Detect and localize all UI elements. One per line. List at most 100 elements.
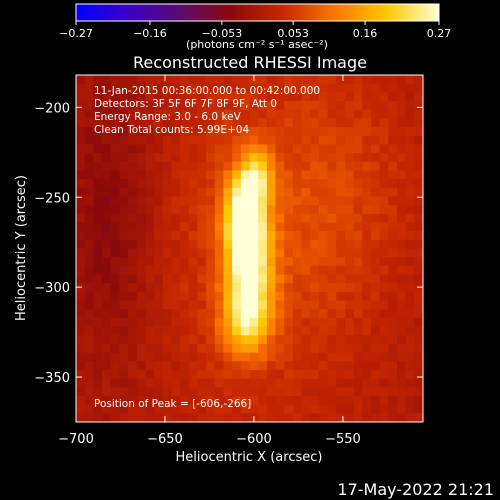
heatmap-cell <box>180 196 190 206</box>
heatmap-cell <box>336 274 346 284</box>
heatmap-cell <box>110 326 120 336</box>
heatmap-cell <box>197 369 207 380</box>
heatmap-cell <box>318 413 329 422</box>
heatmap-cell <box>154 231 164 241</box>
heatmap-cell <box>379 291 389 302</box>
heatmap-cell <box>275 109 285 119</box>
heatmap-cell <box>405 317 415 328</box>
heatmap-cell <box>232 83 242 93</box>
heatmap-cell <box>145 395 155 406</box>
heatmap-cell <box>84 378 94 388</box>
heatmap-cell <box>405 161 415 172</box>
heatmap-cell <box>249 92 259 102</box>
heatmap-cell <box>292 309 303 319</box>
heatmap-cell <box>154 274 164 284</box>
heatmap-cell <box>396 205 407 215</box>
heatmap-cell <box>414 326 423 336</box>
heatmap-cell <box>76 231 86 241</box>
heatmap-cell <box>128 317 138 328</box>
heatmap-cell <box>318 274 329 284</box>
heatmap-cell <box>76 127 86 137</box>
heatmap-cell <box>414 161 423 172</box>
heatmap-cell <box>180 395 190 406</box>
heatmap-cell <box>249 118 259 128</box>
heatmap-cell <box>154 257 164 267</box>
heatmap-cell <box>266 335 277 345</box>
heatmap-cell <box>136 118 147 128</box>
heatmap-cell <box>414 291 423 302</box>
heatmap-cell <box>266 283 277 293</box>
heatmap-cell <box>188 335 199 345</box>
heatmap-cell <box>318 101 329 111</box>
heatmap-cell <box>370 395 381 406</box>
heatmap-cell <box>180 257 190 267</box>
heatmap-cell <box>232 205 242 215</box>
heatmap-cell <box>414 309 423 319</box>
heatmap-cell <box>405 179 415 189</box>
heatmap-cell <box>318 387 329 397</box>
heatmap-cell <box>266 205 277 215</box>
heatmap-cell <box>275 135 285 146</box>
heatmap-cell <box>232 118 242 128</box>
heatmap-cell <box>84 317 94 328</box>
heatmap-cell <box>362 317 372 328</box>
heatmap-cell <box>379 127 389 137</box>
heatmap-cell <box>379 231 389 241</box>
heatmap-cell <box>110 109 120 119</box>
heatmap-cell <box>353 317 363 328</box>
heatmap-cell <box>119 387 129 397</box>
heatmap-cell <box>188 300 199 310</box>
heatmap-cell <box>379 369 389 380</box>
heatmap-cell <box>180 378 190 388</box>
heatmap-cell <box>344 101 355 111</box>
heatmap-cell <box>188 92 199 102</box>
heatmap-cell <box>240 213 251 224</box>
heatmap-cell <box>284 118 294 128</box>
heatmap-cell <box>84 231 94 241</box>
heatmap-cell <box>284 248 294 258</box>
heatmap-cell <box>128 179 138 189</box>
heatmap-cell <box>344 257 355 267</box>
heatmap-cell <box>223 274 233 284</box>
heatmap-cell <box>171 387 181 397</box>
heatmap-cell <box>318 118 329 128</box>
heatmap-cell <box>292 144 303 154</box>
heatmap-cell <box>93 144 103 154</box>
heatmap-cell <box>344 83 355 93</box>
heatmap-cell <box>353 101 363 111</box>
heatmap-cell <box>414 222 423 232</box>
heatmap-cell <box>180 170 190 180</box>
heatmap-cell <box>180 144 190 154</box>
heatmap-cell <box>240 83 251 93</box>
heatmap-cell <box>232 127 242 137</box>
heatmap-cell <box>370 92 381 102</box>
heatmap-cell <box>249 274 259 284</box>
heatmap-cell <box>353 413 363 422</box>
heatmap-cell <box>388 144 398 154</box>
heatmap-cell <box>388 179 398 189</box>
heatmap-cell <box>370 283 381 293</box>
heatmap-cell <box>249 135 259 146</box>
heatmap-cell <box>197 205 207 215</box>
heatmap-cell <box>266 326 277 336</box>
heatmap-cell <box>301 352 311 362</box>
heatmap-cell <box>388 352 398 362</box>
heatmap-cell <box>388 222 398 232</box>
heatmap-cell <box>275 291 285 302</box>
heatmap-cell <box>258 352 268 362</box>
heatmap-cell <box>214 187 225 198</box>
heatmap-cell <box>180 413 190 422</box>
heatmap-cell <box>249 101 259 111</box>
heatmap-cell <box>396 213 407 224</box>
heatmap-cell <box>232 75 242 85</box>
heatmap-cell <box>145 239 155 250</box>
heatmap-cell <box>405 109 415 119</box>
heatmap-cell <box>223 378 233 388</box>
heatmap-cell <box>327 231 337 241</box>
heatmap-cell <box>310 239 320 250</box>
colorbar-tick-label: −0.16 <box>133 27 167 40</box>
heatmap-cell <box>76 101 86 111</box>
heatmap-cell <box>310 283 320 293</box>
heatmap-cell <box>232 153 242 163</box>
heatmap-cell <box>93 413 103 422</box>
